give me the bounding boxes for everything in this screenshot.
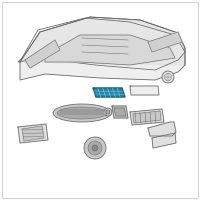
Polygon shape [152,133,176,148]
Polygon shape [20,17,185,65]
Polygon shape [45,35,175,65]
Polygon shape [130,109,164,125]
Polygon shape [130,86,159,95]
Circle shape [88,141,102,155]
Polygon shape [114,108,126,116]
Circle shape [106,110,110,114]
Polygon shape [133,111,161,123]
Ellipse shape [53,104,111,122]
Polygon shape [148,32,182,52]
Polygon shape [148,122,176,136]
Polygon shape [25,40,60,68]
Polygon shape [22,126,44,141]
Polygon shape [20,17,185,80]
Circle shape [84,137,106,159]
Circle shape [92,145,98,151]
Ellipse shape [57,107,107,119]
Polygon shape [112,106,128,118]
Polygon shape [18,124,48,143]
Circle shape [104,108,112,116]
Circle shape [162,71,174,83]
Polygon shape [93,88,125,97]
